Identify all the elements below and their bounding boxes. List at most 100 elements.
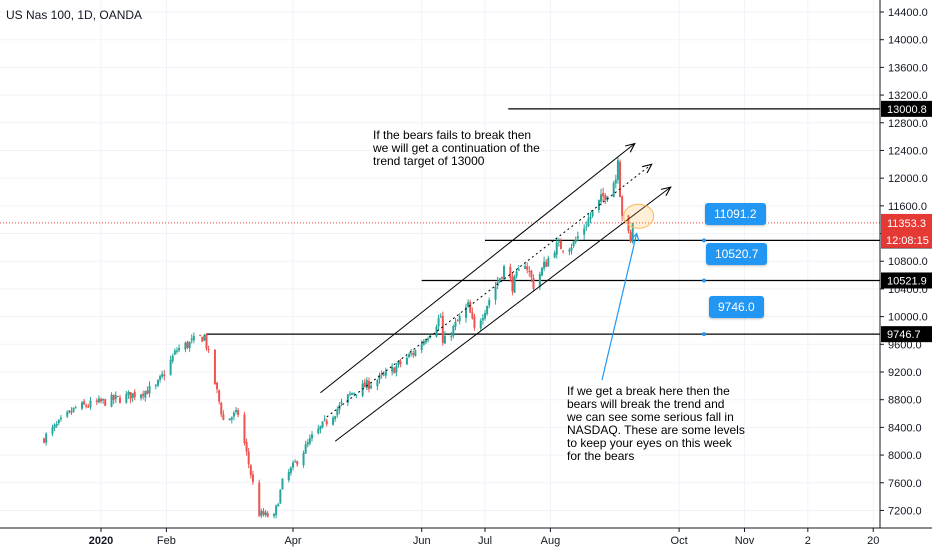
y-tick-label: 14400.0 bbox=[888, 7, 928, 19]
candle-body bbox=[370, 385, 373, 388]
candle-body bbox=[220, 402, 223, 415]
candle-body bbox=[264, 512, 267, 516]
time-axis[interactable]: 2020 Feb Apr Jun Jul Aug Oct Nov 2 20 bbox=[0, 527, 932, 550]
candle-body bbox=[397, 361, 400, 365]
candle-body bbox=[235, 409, 238, 412]
candle-body bbox=[488, 300, 491, 306]
candle-body bbox=[243, 414, 246, 444]
candle-body bbox=[543, 261, 546, 269]
candle-body bbox=[95, 400, 98, 403]
candle-body bbox=[454, 322, 457, 327]
candle-body bbox=[355, 394, 358, 396]
chart-title: US Nas 100, 1D, OANDA bbox=[6, 8, 143, 22]
candle-body bbox=[230, 417, 233, 420]
candle-body bbox=[59, 417, 62, 420]
candle-body bbox=[53, 424, 56, 429]
candle-body bbox=[410, 353, 413, 355]
annotation-break[interactable]: If we get a break here then the bears wi… bbox=[567, 384, 745, 463]
candle-body bbox=[562, 250, 565, 252]
candle-body bbox=[228, 418, 231, 421]
candle-body bbox=[604, 195, 607, 200]
candle-body bbox=[380, 373, 383, 375]
candle-body bbox=[538, 273, 541, 288]
candle-body bbox=[517, 269, 520, 271]
candle-body bbox=[203, 334, 206, 341]
candle-body bbox=[100, 398, 102, 402]
x-tick-label: Nov bbox=[735, 535, 755, 547]
candle-body bbox=[273, 514, 276, 517]
candle-body bbox=[43, 438, 46, 443]
candle-body bbox=[427, 338, 430, 341]
candle-body bbox=[334, 416, 337, 419]
candle-body bbox=[213, 349, 216, 385]
candle-body bbox=[199, 334, 202, 336]
level-price-tag bbox=[881, 272, 932, 289]
candle-body bbox=[114, 395, 117, 399]
candle-body bbox=[602, 192, 605, 197]
candle-body bbox=[296, 461, 299, 465]
callout-anchor bbox=[702, 278, 706, 283]
trend-line bbox=[320, 142, 636, 394]
y-tick-label: 8000.0 bbox=[888, 450, 922, 462]
candle-body bbox=[332, 417, 335, 425]
time-axis-background bbox=[0, 528, 932, 550]
candlesticks bbox=[43, 156, 634, 519]
y-tick-label: 7600.0 bbox=[888, 478, 922, 490]
countdown-label: 12:08:15 bbox=[886, 235, 929, 247]
x-tick-label: Aug bbox=[541, 535, 561, 547]
candle-body bbox=[207, 348, 210, 350]
current-price-label: 11353.3 bbox=[887, 218, 926, 230]
candle-body bbox=[458, 316, 461, 322]
candle-body bbox=[68, 410, 71, 413]
candle-body bbox=[627, 215, 630, 232]
candle-body bbox=[175, 350, 178, 352]
y-tick-label: 13200.0 bbox=[888, 90, 928, 102]
x-tick-label: Jul bbox=[478, 535, 492, 547]
candle-body bbox=[465, 307, 468, 318]
y-tick-label: 9200.0 bbox=[888, 367, 922, 379]
candle-body bbox=[530, 270, 533, 278]
candle-body bbox=[83, 401, 86, 405]
candle-body bbox=[163, 374, 166, 376]
candle-body bbox=[559, 240, 562, 250]
candle-body bbox=[87, 406, 90, 408]
price-axis[interactable]: 7200.0 7600.0 8000.0 8400.0 8800.0 9200.0 9600… bbox=[879, 0, 932, 550]
candle-body bbox=[484, 313, 486, 319]
candle-body bbox=[378, 374, 381, 380]
candle-body bbox=[262, 511, 265, 515]
candle-body bbox=[524, 266, 527, 269]
candle-body bbox=[452, 325, 455, 336]
candle-body bbox=[70, 411, 73, 413]
y-tick-label: 8800.0 bbox=[888, 395, 922, 407]
candle-body bbox=[140, 394, 143, 399]
candle-body bbox=[133, 391, 136, 398]
candle-body bbox=[553, 252, 556, 258]
callout-level-2[interactable]: 10520.7 bbox=[706, 243, 768, 265]
candle-body bbox=[129, 391, 132, 400]
y-tick-label: 10800.0 bbox=[888, 256, 928, 268]
candle-body bbox=[127, 391, 130, 395]
candle-body bbox=[473, 316, 476, 328]
candle-body bbox=[112, 394, 115, 401]
candle-body bbox=[353, 393, 356, 395]
candle-body bbox=[102, 398, 105, 401]
candle-body bbox=[585, 226, 588, 228]
candle-body bbox=[325, 420, 328, 425]
candle-body bbox=[420, 344, 423, 351]
candle-body bbox=[308, 438, 311, 444]
y-tick-label: 14000.0 bbox=[888, 35, 928, 47]
candle-body bbox=[589, 216, 592, 220]
callout-level-1[interactable]: 11091.2 bbox=[705, 203, 766, 225]
candle-body bbox=[439, 316, 442, 318]
candle-body bbox=[540, 267, 543, 276]
y-tick-label: 13600.0 bbox=[888, 62, 928, 74]
candle-body bbox=[382, 374, 385, 376]
candle-body bbox=[471, 312, 474, 319]
candle-body bbox=[500, 277, 503, 279]
candle-body bbox=[171, 355, 174, 361]
annotation-continuation[interactable]: If the bears fails to break then we will… bbox=[373, 128, 540, 168]
candle-body bbox=[148, 385, 151, 394]
candle-body bbox=[216, 382, 219, 390]
callout-level-3[interactable]: 9746.0 bbox=[709, 296, 764, 318]
